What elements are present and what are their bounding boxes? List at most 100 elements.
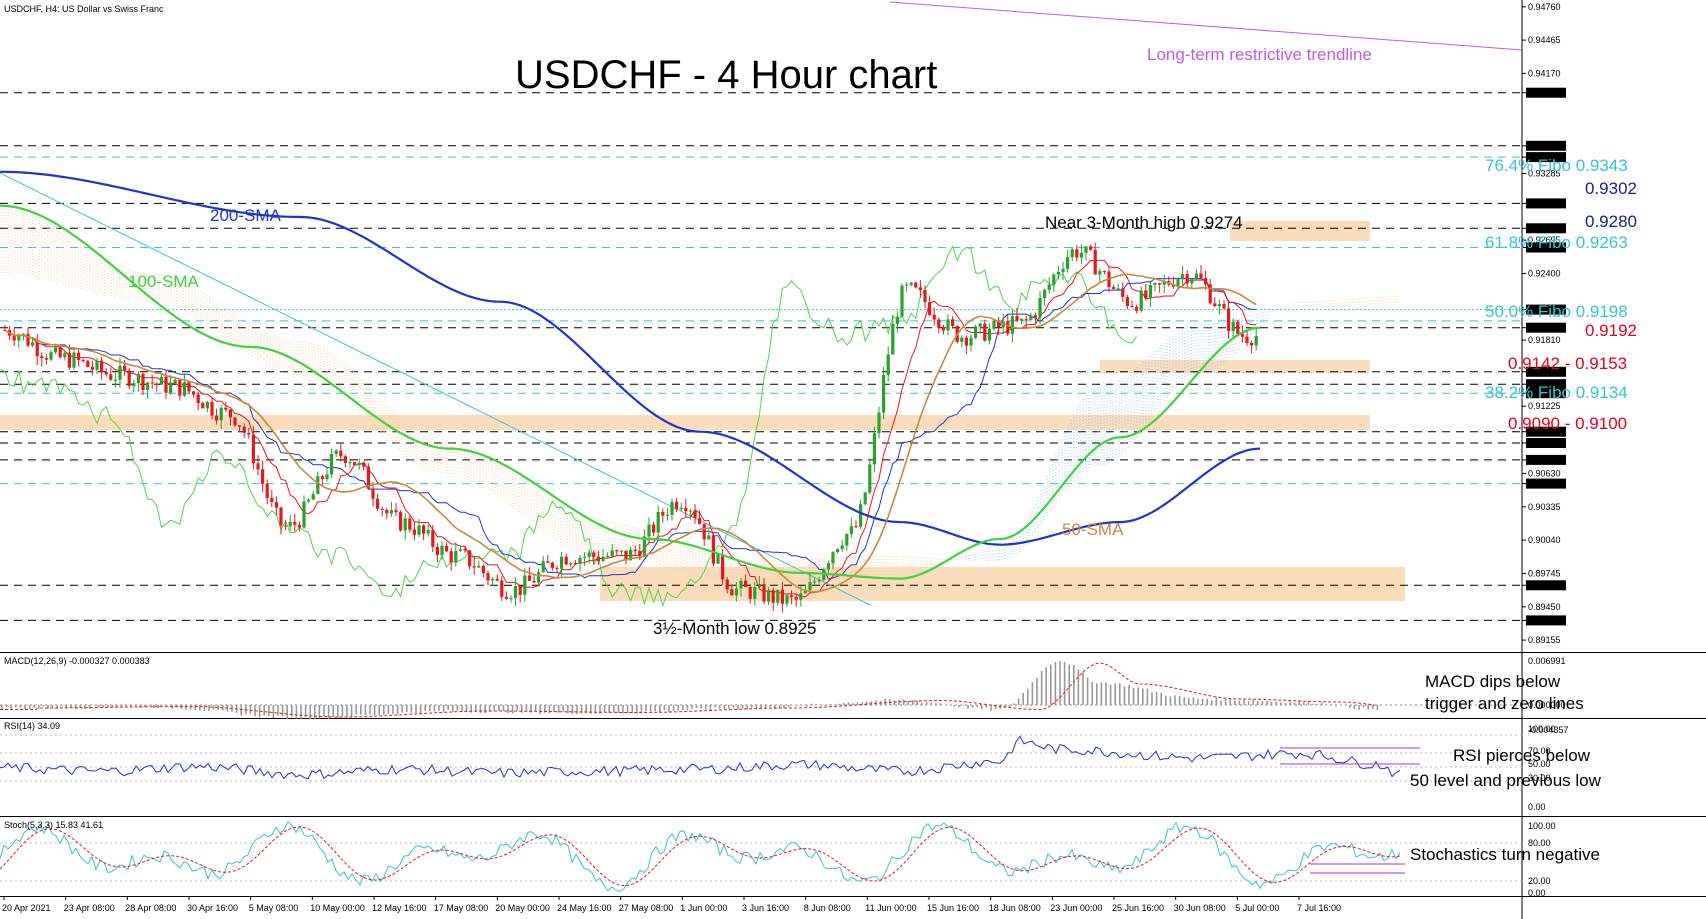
candle-body [895,316,899,324]
candle-body [17,336,21,341]
candle-body [569,563,573,565]
candle-body [1139,290,1143,311]
candle-body [463,549,467,551]
candle-body [730,589,734,596]
macd-panel [0,660,1522,720]
candle-body [1033,315,1037,318]
candle-body [578,557,582,564]
low-label: 3½-Month low 0.8925 [653,619,817,638]
candle-body [265,483,269,498]
candle-body [362,462,366,467]
candle-body [882,375,886,413]
candle-body [256,463,260,470]
candle-body [734,588,738,596]
candle-body [403,518,407,531]
candle-body [601,556,605,561]
stoch-k-line [0,820,1401,893]
candle-body [274,502,278,508]
price-label: 0.91340 [1528,388,1561,398]
candle-body [1043,289,1047,299]
candle-body [1204,278,1208,285]
candle-body [1236,322,1240,334]
date-label: 5 May 08:00 [249,903,299,913]
candle-body [790,595,794,597]
candle-body [550,562,554,568]
candle-body [688,510,692,512]
candle-body [307,499,311,502]
candle-body [311,493,315,500]
date-label: 11 Jun 00:00 [865,903,916,913]
date-label: 15 Jun 16:00 [927,903,979,913]
stoch-note: Stochastics turn negative [1410,845,1600,864]
candle-body [817,579,821,582]
candle-body [969,337,973,346]
candle-body [440,545,444,555]
chikou-line [0,245,1138,608]
candle-body [1093,249,1097,275]
candle-body [1038,298,1042,318]
candle-body [136,373,140,384]
macd-note-line2: trigger and zero lines [1425,694,1584,713]
candle-body [146,382,150,390]
candle-body [1231,322,1235,331]
candle-body [297,524,301,528]
level-9280-label: 0.9280 [1585,212,1637,231]
candle-body [849,526,853,534]
candle-body [527,575,531,581]
candle-body [1098,271,1102,275]
candle-body [638,551,642,557]
price-label: 0.90630 [1528,469,1561,479]
price-label: 0.93430 [1528,152,1561,162]
candle-body [371,488,375,499]
candle-body [215,415,219,421]
candle-body [909,282,913,285]
candle-body [394,510,398,513]
price-label: 0.92800 [1528,223,1561,233]
candle-body [412,529,416,535]
candle-body [624,550,628,561]
price-label: 0.92400 [1528,269,1561,279]
candle-body [100,360,104,372]
candle-body [210,401,214,416]
candle-body [679,507,683,509]
price-label: 0.91000 [1528,427,1561,437]
candle-body [661,512,665,516]
date-label: 17 May 08:00 [434,903,489,913]
candle-body [1056,271,1060,275]
candle-body [808,582,812,591]
candle-body [242,426,246,433]
price-label-box [1526,478,1566,489]
stoch-axis-label: 0.00 [1528,888,1546,898]
price-label-box [1526,87,1566,98]
candle-body [270,497,274,503]
rsi-axis-label: 100.00 [1528,724,1556,734]
candle-body [132,383,136,387]
candle-body [348,462,352,464]
candle-body [1162,281,1166,285]
candle-body [583,556,587,558]
candle-body [376,498,380,509]
candle-body [343,456,347,463]
candle-body [1079,252,1083,258]
stoch-axis-label: 20.00 [1528,876,1551,886]
candle-body [141,373,145,390]
candle-body [951,319,955,327]
candle-body [560,556,564,569]
candle-body [192,391,196,395]
zone-9142-label: 0.9142 - 0.9153 [1508,354,1627,373]
candle-body [178,379,182,396]
candle-body [1148,284,1152,299]
candle-body [1001,321,1005,328]
price-label-box [1526,242,1566,253]
candle-body [776,589,780,603]
candle-body [978,323,982,327]
date-label: 3 Jun 16:00 [742,903,789,913]
candle-body [1176,279,1180,287]
candle-body [1144,290,1148,299]
candle-body [1089,246,1093,250]
candlesticks [3,242,1258,613]
sma200-label: 200-SMA [210,206,282,225]
candle-body [187,382,191,392]
price-label-box [1526,426,1566,437]
date-label: 8 Jun 08:00 [804,903,851,913]
